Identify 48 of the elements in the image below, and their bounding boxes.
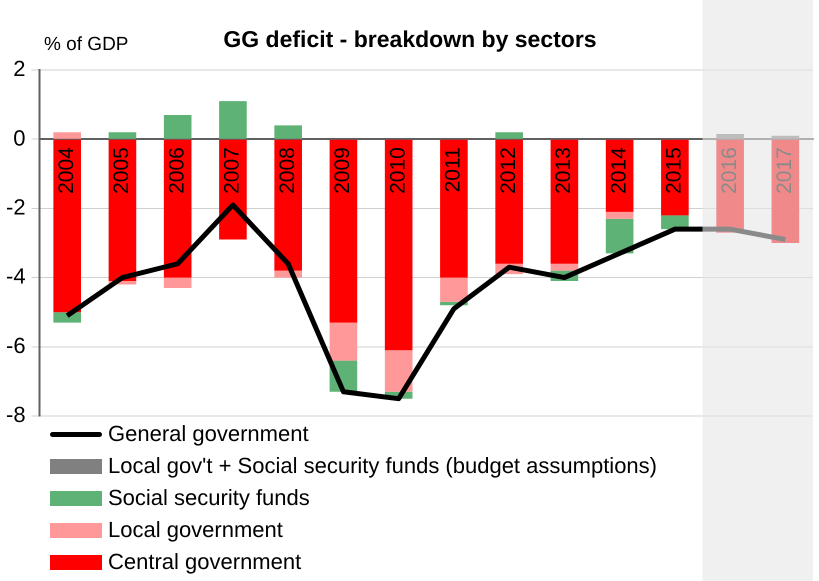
x-tick-label: 2016 — [718, 147, 741, 194]
x-tick-label: 2010 — [386, 147, 410, 194]
x-tick-label: 2015 — [662, 147, 686, 194]
bar — [164, 278, 192, 288]
bar — [274, 125, 302, 139]
bar — [716, 134, 744, 139]
legend-label: Local government — [108, 517, 283, 543]
x-tick-label: 2006 — [165, 147, 188, 194]
x-tick-label: 2005 — [110, 147, 134, 194]
y-axis-title: % of GDP — [44, 34, 128, 56]
bar — [440, 140, 468, 278]
bar — [772, 136, 800, 139]
x-tick-label: 2014 — [607, 146, 630, 194]
y-tick-label: 0 — [13, 125, 26, 150]
x-tick-label: 2017 — [773, 147, 796, 194]
y-tick-label: -8 — [6, 402, 26, 428]
legend-label: General government — [108, 421, 309, 447]
bar — [330, 322, 358, 361]
x-tick-label: 2008 — [276, 147, 299, 194]
legend-label: Social security funds — [108, 485, 310, 511]
y-tick-label: -4 — [6, 264, 26, 289]
bar — [384, 350, 412, 392]
bar — [440, 278, 468, 302]
bar — [164, 114, 192, 139]
bar — [495, 140, 523, 264]
bar — [219, 101, 247, 139]
bar — [108, 132, 136, 139]
bar — [53, 132, 81, 139]
bar — [330, 140, 358, 323]
bar — [606, 218, 634, 254]
x-tick-label: 2013 — [552, 147, 576, 194]
bar — [384, 140, 412, 350]
bar — [550, 140, 578, 264]
x-tick-label: 2012 — [496, 147, 520, 194]
x-tick-label: 2011 — [442, 147, 465, 192]
bar — [606, 212, 634, 219]
x-tick-label: 2007 — [220, 147, 244, 194]
bar — [550, 264, 578, 271]
chart-title: GG deficit - breakdown by sectors — [222, 26, 598, 53]
legend-label: Central government — [108, 549, 302, 575]
y-tick-label: -6 — [6, 332, 26, 358]
x-tick-label: 2009 — [331, 147, 354, 194]
bar — [53, 140, 81, 312]
y-tick-label: 2 — [13, 56, 26, 82]
x-tick-label: 2004 — [54, 146, 78, 194]
legend-label: Local gov't + Social security funds (budget assumptions) — [108, 453, 657, 479]
bar — [495, 132, 523, 139]
y-tick-label: -2 — [6, 194, 26, 220]
